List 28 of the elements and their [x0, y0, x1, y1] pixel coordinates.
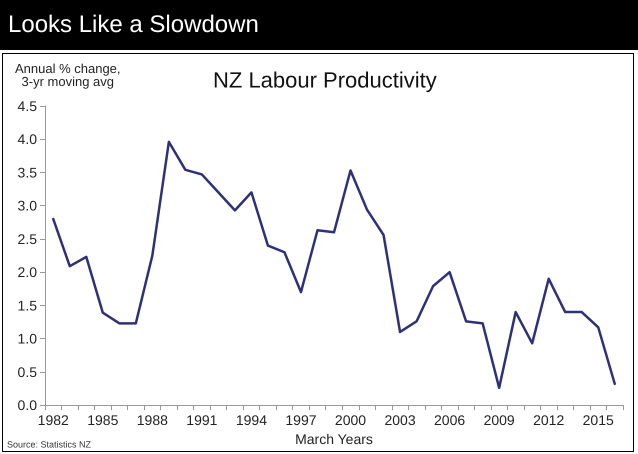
x-tick-label: 2000	[334, 412, 366, 428]
source-note: Source: Statistics NZ	[7, 440, 92, 450]
x-tick-label: 1994	[236, 412, 268, 428]
x-tick-label: 1991	[186, 412, 218, 428]
line-series	[52, 140, 616, 390]
x-tick-label: 1982	[38, 412, 70, 428]
x-tick-label: 2015	[582, 412, 614, 428]
x-tick-label: 2009	[484, 412, 515, 428]
chart-subtitle: Looks Like a Slowdown	[0, 0, 638, 50]
x-tick-label: 2006	[434, 412, 466, 428]
y-tick-label: 3.0	[18, 198, 38, 214]
x-tick-label: 1997	[285, 412, 317, 428]
chart-title: NZ Labour Productivity	[213, 68, 437, 92]
x-axis-title: March Years	[295, 431, 373, 447]
y-tick-label: 4.5	[18, 98, 38, 114]
y-tick-label: 1.5	[18, 297, 38, 314]
x-tick-label: 2012	[533, 412, 564, 428]
x-tick-label: 1988	[136, 412, 168, 428]
y-tick-label: 1.0	[18, 330, 38, 347]
y-tick-label: 2.5	[18, 230, 38, 247]
y-tick-label: 2.0	[18, 264, 38, 280]
x-tick-label: 1985	[87, 412, 119, 428]
y-axis-title: Annual % change, 3-yr moving avg	[14, 61, 121, 89]
y-tick-label: 0.0	[18, 397, 38, 414]
y-tick-label: 3.5	[18, 164, 38, 180]
y-tick-label: 0.5	[18, 364, 38, 380]
x-tick-label: 2003	[384, 412, 416, 428]
y-tick-label: 4.0	[18, 131, 38, 148]
